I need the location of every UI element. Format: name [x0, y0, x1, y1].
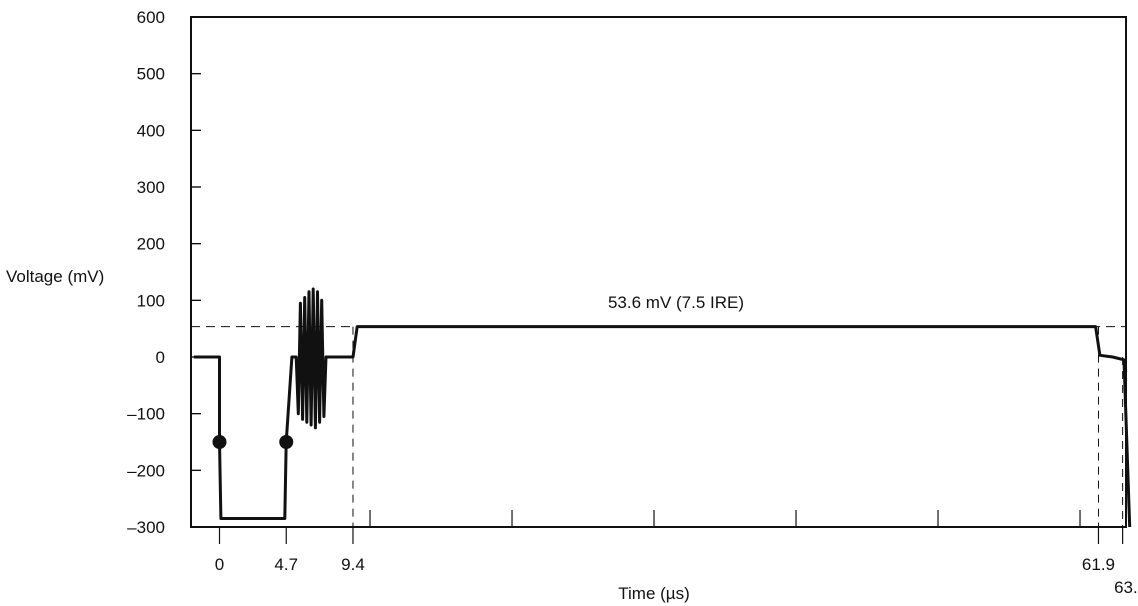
y-tick-label: 100 — [137, 291, 165, 310]
data-point-marker — [279, 435, 294, 449]
x-tick-label: 9.4 — [341, 555, 365, 574]
y-tick-label: –300 — [127, 518, 165, 537]
reference-line-label: 53.6 mV (7.5 IRE) — [608, 293, 744, 312]
x-axis-label: Time (µs) — [618, 584, 690, 603]
y-tick-label: 500 — [137, 65, 165, 84]
plot-frame — [190, 16, 1127, 528]
y-tick-label: 200 — [137, 235, 165, 254]
x-tick-label: 61.9 — [1082, 555, 1115, 574]
x-tick-label: 0 — [215, 555, 224, 574]
y-axis-label: Voltage (mV) — [6, 267, 104, 286]
x-tick-label: 63.6 — [1114, 578, 1138, 597]
y-tick-label: 300 — [137, 178, 165, 197]
data-point-marker — [212, 435, 227, 449]
y-tick-label: 400 — [137, 121, 165, 140]
x-tick-label: 4.7 — [274, 555, 298, 574]
y-tick-label: –200 — [127, 461, 165, 480]
waveform-line — [193, 287, 1132, 528]
y-tick-label: –100 — [127, 405, 165, 424]
y-tick-label: 600 — [137, 8, 165, 27]
y-tick-label: 0 — [156, 348, 165, 367]
